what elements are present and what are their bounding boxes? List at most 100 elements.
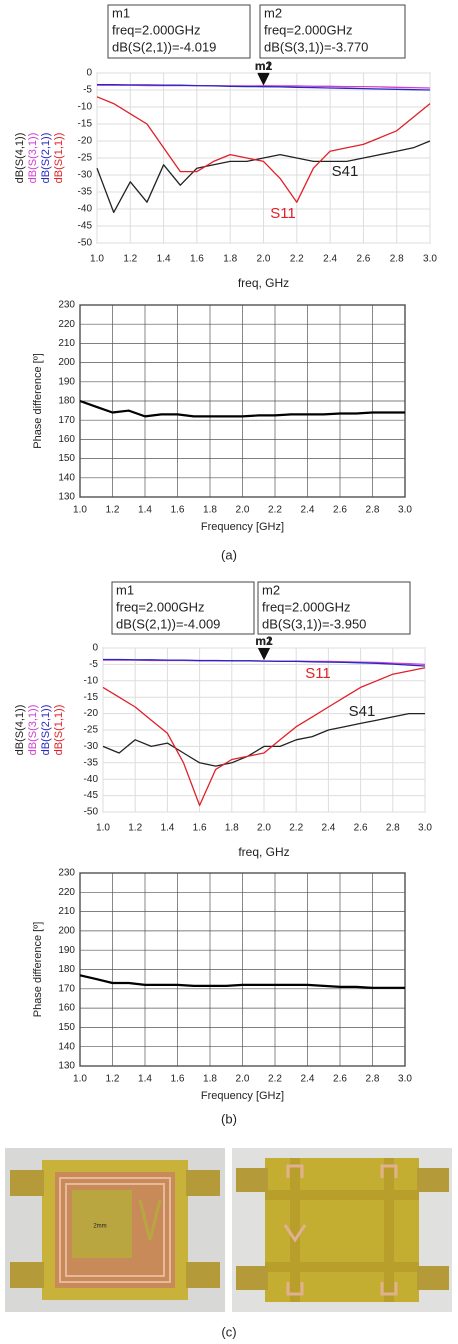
y-tick-label: 160: [58, 1003, 75, 1014]
marker-tag: m2: [255, 634, 273, 648]
y-tick-label: -25: [84, 725, 99, 736]
chart: 0 -5 -10 -15 -20 -25 -30 -35 -40 -45 -50 1.0 1.2 1.4 1…: [14, 581, 432, 859]
marker-freq: freq=2.000GHz: [116, 599, 205, 614]
y-tick-label: -50: [78, 238, 93, 249]
marker-box: [257, 581, 411, 635]
series-line: [79, 974, 405, 989]
x-tick-label: 1.6: [171, 1074, 185, 1085]
y-tick-label: 0: [86, 68, 92, 79]
y-tick-label: 220: [58, 887, 75, 898]
x-tick-label: 1.8: [203, 505, 217, 516]
x-tick-label: 2.0: [257, 823, 271, 834]
x-tick-label: 1.4: [157, 254, 171, 265]
y-tick-label: 210: [58, 338, 75, 349]
x-axis-label: Frequency [GHz]: [201, 1090, 284, 1102]
x-tick-label: 1.6: [190, 254, 204, 265]
y-tick-label: 230: [58, 300, 75, 311]
marker-tag: m2: [255, 59, 273, 73]
x-tick-label: 2.0: [236, 1074, 250, 1085]
y-tick-label: 180: [58, 396, 75, 407]
x-tick-label: 2.4: [321, 823, 335, 834]
y-tick-label: -10: [84, 675, 99, 686]
x-tick-label: 2.8: [366, 1074, 380, 1085]
y-tick-label: 160: [58, 434, 75, 445]
marker-freq: freq=2.000GHz: [112, 22, 201, 37]
y-tick-label: 170: [58, 983, 75, 994]
y-tick-label: 180: [58, 964, 75, 975]
x-tick-label: 1.4: [138, 1074, 152, 1085]
x-tick-label: 1.2: [123, 254, 137, 265]
y-tick-label: 0: [92, 643, 98, 654]
marker-box: [107, 4, 251, 59]
caption: (c): [221, 1324, 236, 1339]
legend-label: dB(S(2,1)): [40, 705, 52, 756]
x-tick-label: 3.0: [398, 505, 412, 516]
photo-text: 2mm: [93, 1224, 106, 1230]
legend-label: dB(S(1,1)): [53, 133, 65, 184]
y-tick-label: -5: [83, 85, 92, 96]
x-tick-label: 1.2: [106, 505, 120, 516]
marker-name: m2: [264, 5, 282, 20]
x-tick-label: 2.4: [323, 254, 337, 265]
x-tick-label: 1.8: [223, 254, 237, 265]
x-tick-label: 1.8: [203, 1074, 217, 1085]
series-line: [96, 140, 431, 214]
x-tick-label: 1.2: [106, 1074, 120, 1085]
y-tick-label: -20: [78, 136, 93, 147]
x-tick-label: 2.2: [268, 505, 282, 516]
caption: (b): [221, 1111, 237, 1126]
x-tick-label: 1.0: [96, 823, 110, 834]
y-tick-label: 130: [58, 1061, 75, 1072]
x-axis-label: freq, GHz: [238, 845, 289, 859]
x-tick-label: 1.8: [225, 823, 239, 834]
series-line: [97, 83, 431, 91]
series-line: [79, 399, 405, 418]
marker-freq: freq=2.000GHz: [262, 599, 351, 614]
y-tick-label: 150: [58, 453, 75, 464]
marker-value: dB(S(2,1))=-4.009: [116, 616, 220, 631]
y-tick-label: -5: [89, 659, 98, 670]
y-tick-label: -40: [78, 204, 93, 215]
marker-name: m1: [112, 5, 130, 20]
x-tick-label: 1.2: [128, 823, 142, 834]
x-axis-label: freq, GHz: [238, 276, 289, 290]
marker-triangle: [257, 72, 270, 85]
x-tick-label: 2.6: [356, 254, 370, 265]
y-tick-label: 190: [58, 376, 75, 387]
y-tick-label: 200: [58, 926, 75, 937]
legend-label: dB(S(4,1)): [14, 133, 26, 184]
y-tick-label: 190: [58, 945, 75, 956]
y-tick-label: -45: [84, 790, 99, 801]
x-tick-label: 2.0: [257, 254, 271, 265]
chart: 130 140 150 160 170 180 190 200 210 220 230 1.0 1.2 1…: [32, 868, 412, 1102]
y-tick-label: -40: [84, 774, 99, 785]
marker-name: m2: [262, 582, 280, 597]
x-tick-label: 2.6: [333, 1074, 347, 1085]
x-tick-label: 1.4: [160, 823, 174, 834]
annotation: S41: [332, 163, 359, 180]
y-tick-label: -45: [78, 221, 93, 232]
legend-label: dB(S(1,1)): [53, 705, 65, 756]
x-tick-label: 3.0: [418, 823, 432, 834]
legend-label: dB(S(3,1)): [27, 705, 39, 756]
marker-value: dB(S(3,1))=-3.770: [264, 39, 368, 54]
series-line: [96, 96, 431, 203]
y-tick-label: 210: [58, 906, 75, 917]
x-tick-label: 2.2: [290, 254, 304, 265]
x-tick-label: 2.2: [289, 823, 303, 834]
x-tick-label: 2.4: [301, 1074, 315, 1085]
legend-label: dB(S(3,1)): [27, 133, 39, 184]
y-tick-label: 230: [58, 868, 75, 879]
x-tick-label: 2.8: [366, 505, 380, 516]
x-tick-label: 1.0: [73, 505, 87, 516]
series-line: [103, 658, 426, 667]
y-tick-label: -25: [78, 153, 93, 164]
y-tick-label: -35: [84, 757, 99, 768]
chart: 0 -5 -10 -15 -20 -25 -30 -35 -40 -45 -50 1.0 1.2 1.4 1…: [14, 4, 437, 290]
x-tick-label: 2.6: [354, 823, 368, 834]
x-tick-label: 2.6: [333, 505, 347, 516]
x-tick-label: 1.4: [138, 505, 152, 516]
annotation: S11: [270, 205, 296, 222]
